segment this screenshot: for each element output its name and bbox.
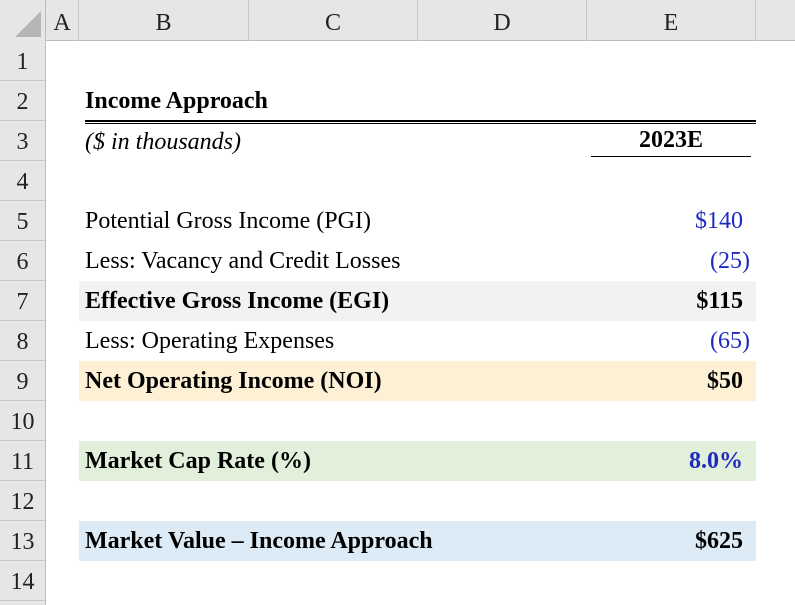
row-header-2[interactable]: 2 (0, 81, 45, 121)
egi-row-fill (79, 281, 756, 321)
row-header-9[interactable]: 9 (0, 361, 45, 401)
column-header-f[interactable] (756, 0, 795, 41)
row-header-14[interactable]: 14 (0, 561, 45, 601)
column-header-b[interactable]: B (79, 0, 249, 41)
row-header-3[interactable]: 3 (0, 121, 45, 161)
market-value-label[interactable]: Market Value – Income Approach (85, 528, 433, 554)
period-underline (591, 156, 751, 157)
row-header-5[interactable]: 5 (0, 201, 45, 241)
opex-label[interactable]: Less: Operating Expenses (85, 328, 335, 354)
row-header-10[interactable]: 10 (0, 401, 45, 441)
noi-row-fill (79, 361, 756, 401)
select-all-triangle-icon (15, 11, 41, 37)
row-header-11[interactable]: 11 (0, 441, 45, 481)
opex-value[interactable]: (65) (710, 328, 750, 354)
period-header[interactable]: 2023E (638, 127, 703, 153)
vacancy-label[interactable]: Less: Vacancy and Credit Losses (85, 248, 401, 274)
market-value-value[interactable]: $625 (695, 528, 743, 554)
table-title[interactable]: Income Approach (85, 88, 268, 114)
cap-rate-row-fill (79, 441, 756, 481)
row-header-6[interactable]: 6 (0, 241, 45, 281)
column-header-e[interactable]: E (587, 0, 756, 41)
column-header-c[interactable]: C (249, 0, 418, 41)
column-header-bar: A B C D E (0, 0, 795, 41)
row-header-bar: 1 2 3 4 5 6 7 8 9 10 11 12 13 14 (0, 41, 46, 605)
egi-label[interactable]: Effective Gross Income (EGI) (85, 288, 390, 314)
row-header-8[interactable]: 8 (0, 321, 45, 361)
row-header-12[interactable]: 12 (0, 481, 45, 521)
cap-rate-label[interactable]: Market Cap Rate (%) (85, 448, 311, 474)
pgi-value[interactable]: $140 (695, 208, 743, 234)
egi-value[interactable]: $115 (696, 288, 743, 314)
column-header-a[interactable]: A (46, 0, 79, 41)
market-value-row-fill (79, 521, 756, 561)
select-all-corner[interactable] (0, 0, 46, 41)
vacancy-value[interactable]: (25) (710, 248, 750, 274)
units-label[interactable]: ($ in thousands) (85, 129, 241, 155)
cap-rate-value[interactable]: 8.0% (689, 448, 743, 474)
column-header-d[interactable]: D (418, 0, 587, 41)
row-header-13[interactable]: 13 (0, 521, 45, 561)
row-header-4[interactable]: 4 (0, 161, 45, 201)
cell-grid[interactable]: Income Approach ($ in thousands) 2023E P… (46, 41, 795, 605)
noi-label[interactable]: Net Operating Income (NOI) (85, 368, 382, 394)
row-header-1[interactable]: 1 (0, 41, 45, 81)
noi-value[interactable]: $50 (707, 368, 743, 394)
row-header-7[interactable]: 7 (0, 281, 45, 321)
pgi-label[interactable]: Potential Gross Income (PGI) (85, 208, 371, 234)
title-double-underline (85, 120, 756, 124)
